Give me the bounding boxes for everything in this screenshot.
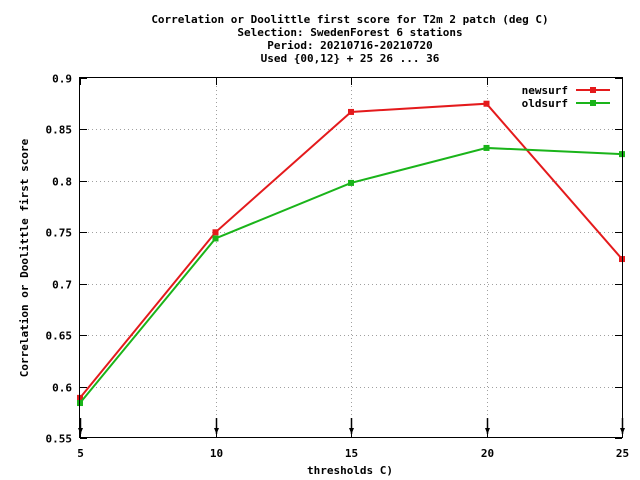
data-point-newsurf: [483, 100, 490, 107]
title-line-4: Used {00,12} + 25 26 ... 36: [261, 52, 440, 65]
data-point-oldsurf: [212, 235, 219, 242]
y-tick-label: 0.6: [52, 382, 72, 395]
x-tick-label: 20: [481, 447, 494, 460]
x-arrow-head: [78, 428, 83, 434]
x-arrow-head: [485, 428, 490, 434]
chart-title: Correlation or Doolittle first score for…: [151, 13, 548, 65]
y-tick-label: 0.85: [46, 124, 73, 137]
x-arrow-head: [349, 428, 354, 434]
y-tick-label: 0.9: [52, 73, 72, 86]
y-tick-label: 0.55: [46, 433, 73, 446]
legend-marker-newsurf: [590, 87, 596, 93]
x-tick-label: 25: [616, 447, 629, 460]
x-tick-label: 15: [345, 447, 358, 460]
y-tick-label: 0.75: [46, 227, 73, 240]
y-axis-label: Correlation or Doolittle first score: [18, 138, 31, 377]
y-tick-label: 0.65: [46, 330, 73, 343]
title-line-3: Period: 20210716-20210720: [267, 39, 433, 52]
grid: [80, 78, 622, 438]
x-arrow-head: [214, 428, 219, 434]
data-point-newsurf: [212, 229, 219, 236]
y-tick-label: 0.7: [52, 279, 72, 292]
legend-label-oldsurf: oldsurf: [522, 97, 568, 110]
x-tick-label: 5: [77, 447, 84, 460]
data-point-oldsurf: [348, 179, 354, 186]
y-tick-label: 0.8: [52, 176, 72, 189]
title-line-2: Selection: SwedenForest 6 stations: [237, 26, 462, 39]
plot-frame: [79, 77, 623, 438]
data-point-newsurf: [348, 108, 354, 115]
x-axis-label: thresholds C): [307, 464, 393, 477]
legend-marker-oldsurf: [590, 100, 596, 106]
x-axis-ticks: 5 10 15 20 25: [77, 78, 629, 460]
y-axis-ticks: 0.55 0.6 0.65 0.7 0.75 0.8 0.85 0.9: [46, 73, 622, 446]
x-tick-label: 10: [210, 447, 223, 460]
legend-label-newsurf: newsurf: [522, 84, 568, 97]
data-point-oldsurf: [483, 144, 490, 151]
title-line-1: Correlation or Doolittle first score for…: [151, 13, 548, 26]
